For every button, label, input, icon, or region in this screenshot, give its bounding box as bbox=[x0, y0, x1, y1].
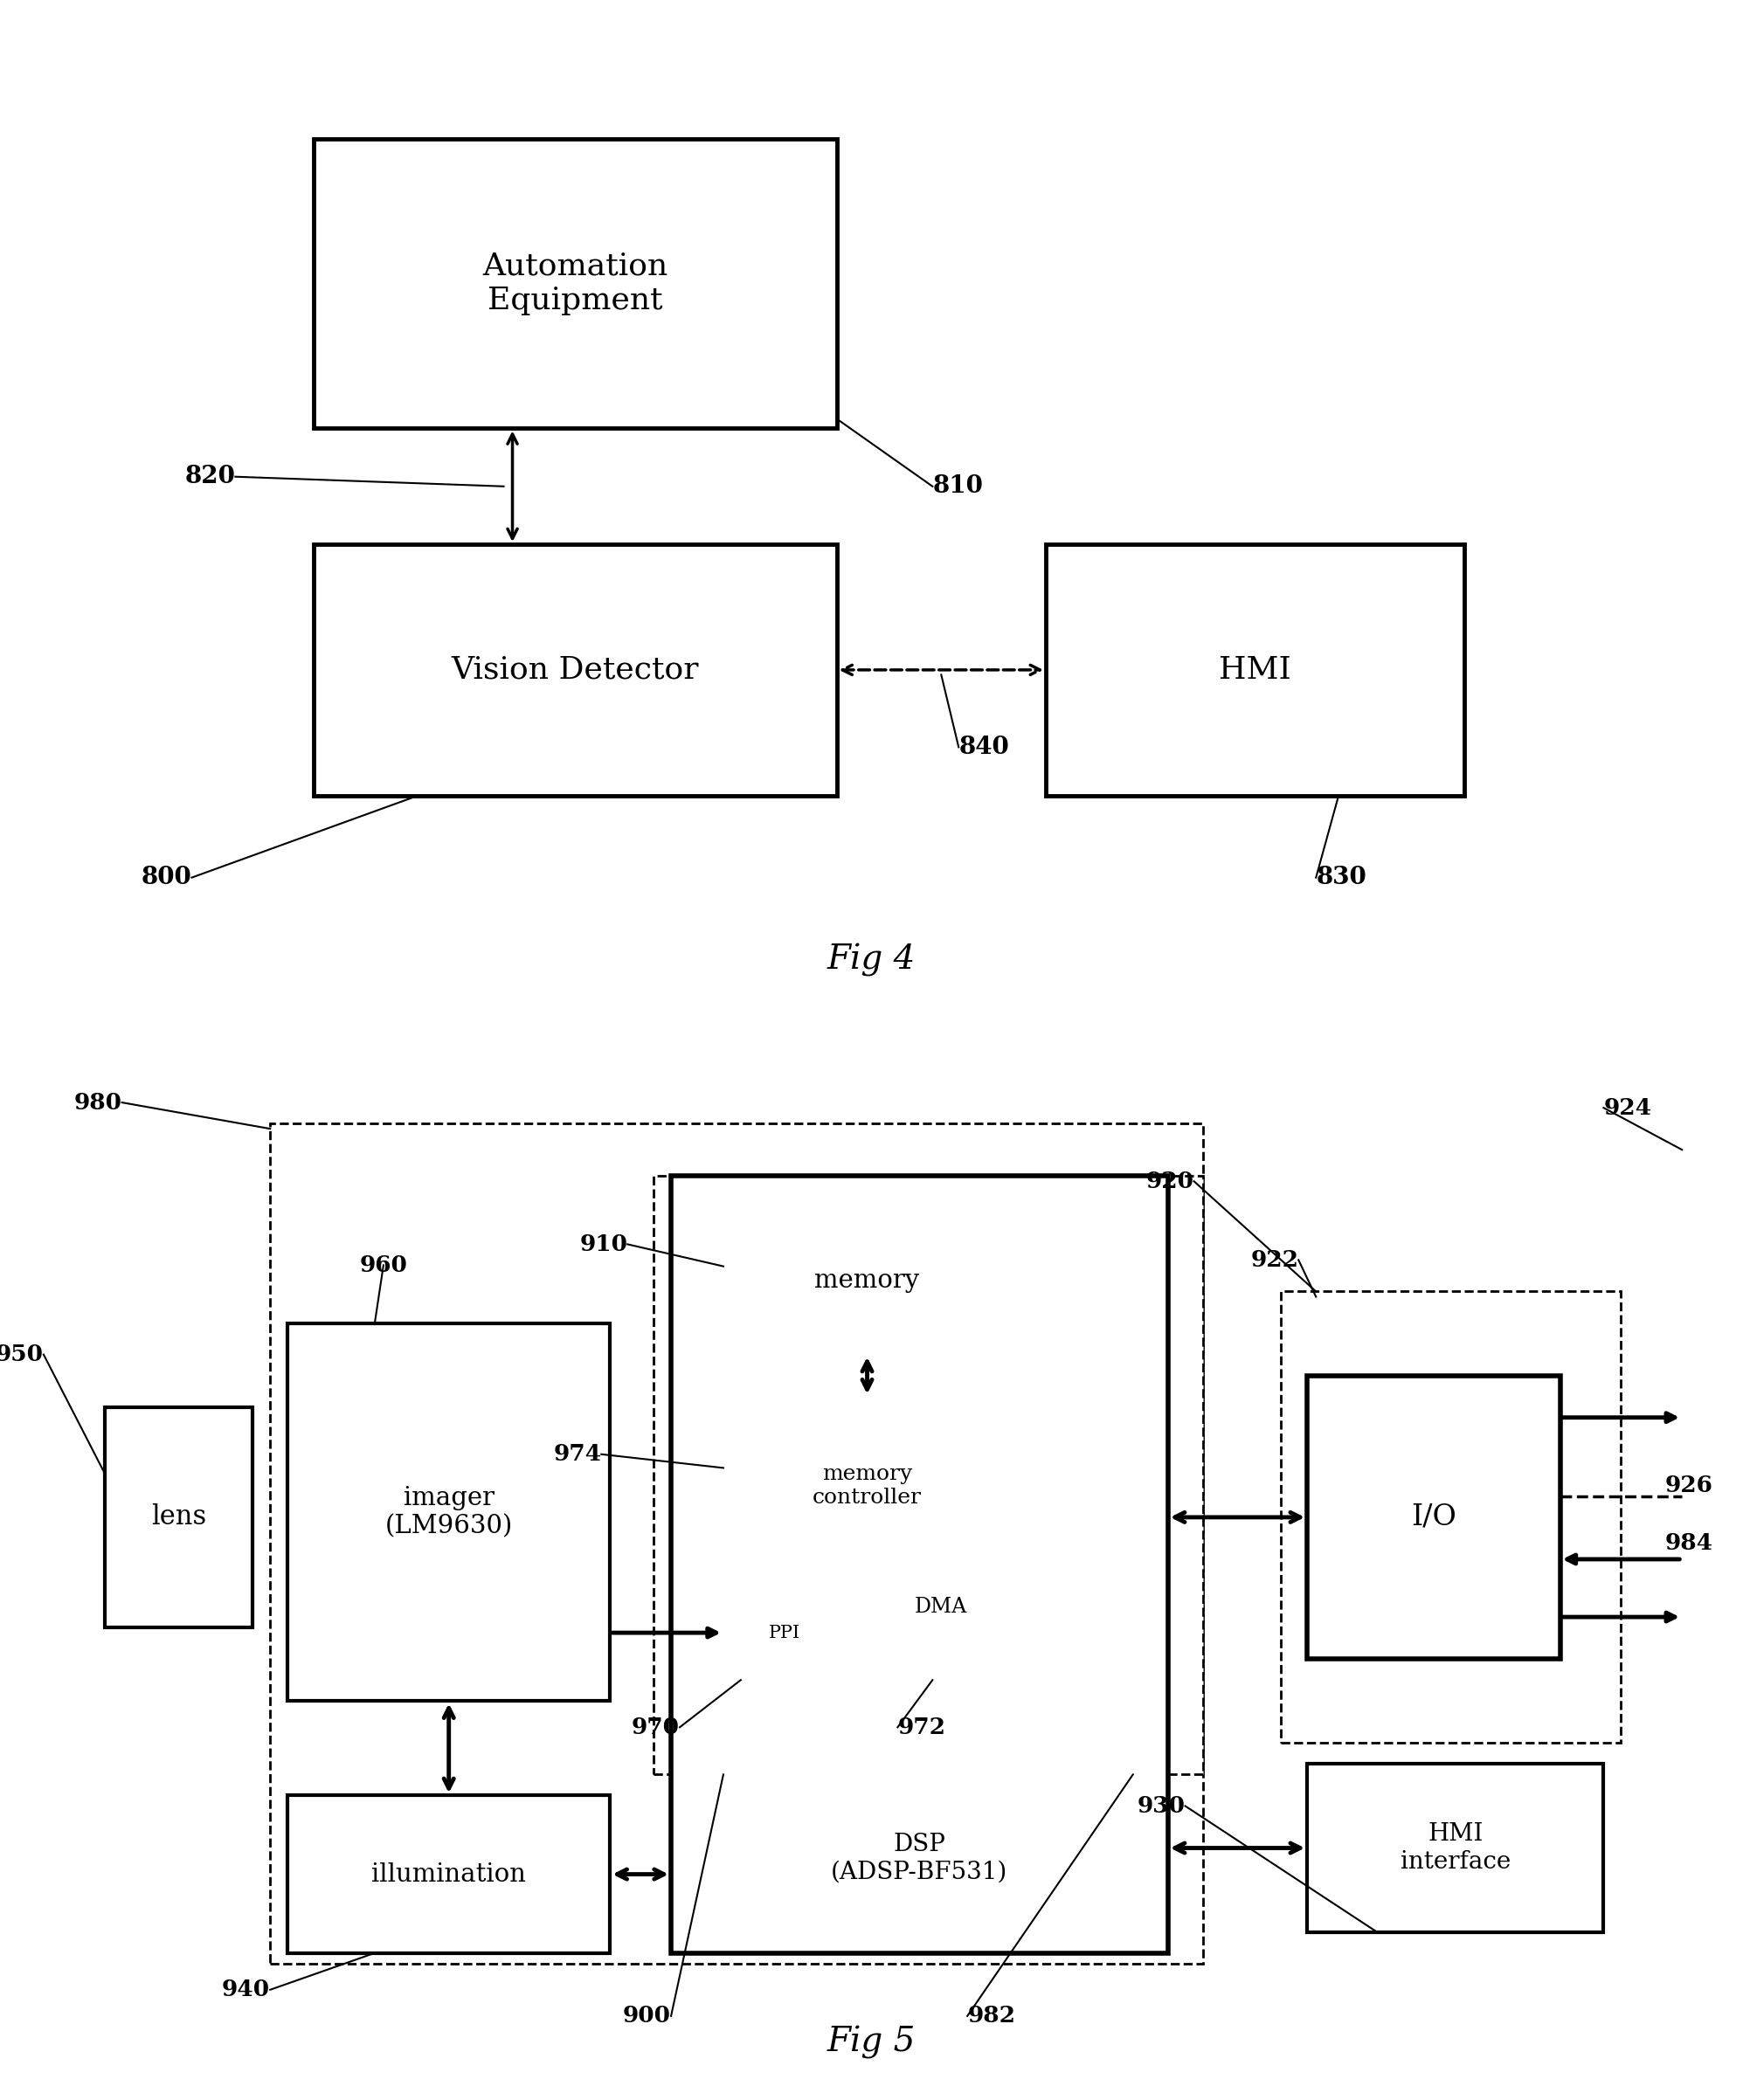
Text: memory: memory bbox=[814, 1268, 920, 1294]
Text: Automation
Equipment: Automation Equipment bbox=[483, 252, 668, 315]
Text: 922: 922 bbox=[1250, 1250, 1299, 1270]
Bar bbox=[723, 1396, 1011, 1575]
Text: illumination: illumination bbox=[371, 1863, 526, 1886]
Text: 930: 930 bbox=[1136, 1796, 1185, 1816]
Text: 972: 972 bbox=[898, 1716, 946, 1739]
Text: 926: 926 bbox=[1665, 1474, 1713, 1497]
Text: 800: 800 bbox=[141, 865, 192, 890]
Text: 840: 840 bbox=[959, 735, 1009, 758]
Text: 810: 810 bbox=[933, 475, 983, 498]
Text: 980: 980 bbox=[73, 1092, 122, 1113]
Text: 982: 982 bbox=[967, 2005, 1016, 2026]
Text: 940: 940 bbox=[221, 1978, 270, 2001]
Text: imager
(LM9630): imager (LM9630) bbox=[385, 1485, 512, 1539]
Text: 820: 820 bbox=[185, 464, 235, 489]
Bar bbox=[723, 1208, 1011, 1355]
Text: 960: 960 bbox=[359, 1254, 408, 1277]
Text: 830: 830 bbox=[1316, 865, 1367, 890]
Text: I/O: I/O bbox=[1410, 1504, 1457, 1531]
Text: HMI: HMI bbox=[1218, 655, 1292, 685]
Text: 950: 950 bbox=[0, 1344, 44, 1365]
Bar bbox=[671, 1176, 1168, 1953]
Text: 984: 984 bbox=[1665, 1533, 1713, 1554]
Bar bbox=[723, 1586, 845, 1680]
Bar bbox=[270, 1124, 1203, 1964]
Bar bbox=[314, 544, 837, 796]
Text: Vision Detector: Vision Detector bbox=[451, 655, 699, 685]
Text: 910: 910 bbox=[579, 1233, 627, 1256]
Text: Fig 4: Fig 4 bbox=[828, 943, 915, 976]
Text: 920: 920 bbox=[1145, 1170, 1194, 1193]
Text: 924: 924 bbox=[1604, 1096, 1652, 1119]
Text: HMI
interface: HMI interface bbox=[1400, 1823, 1511, 1873]
Bar bbox=[288, 1323, 610, 1701]
Bar bbox=[1307, 1376, 1560, 1659]
Text: memory
controller: memory controller bbox=[812, 1464, 922, 1508]
Text: 900: 900 bbox=[622, 2005, 671, 2026]
Bar bbox=[654, 1176, 1203, 1774]
Text: 974: 974 bbox=[553, 1443, 601, 1466]
Bar bbox=[1281, 1292, 1621, 1743]
Text: 970: 970 bbox=[631, 1716, 680, 1739]
Bar bbox=[314, 139, 837, 428]
Text: DSP
(ADSP-BF531): DSP (ADSP-BF531) bbox=[831, 1833, 1007, 1884]
Bar bbox=[1307, 1764, 1604, 1932]
Bar bbox=[105, 1407, 253, 1628]
Bar bbox=[1046, 544, 1464, 796]
Text: Fig 5: Fig 5 bbox=[828, 2027, 915, 2058]
Bar bbox=[288, 1796, 610, 1953]
Text: DMA: DMA bbox=[915, 1596, 967, 1617]
Text: PPI: PPI bbox=[769, 1625, 800, 1640]
Text: lens: lens bbox=[152, 1504, 206, 1531]
